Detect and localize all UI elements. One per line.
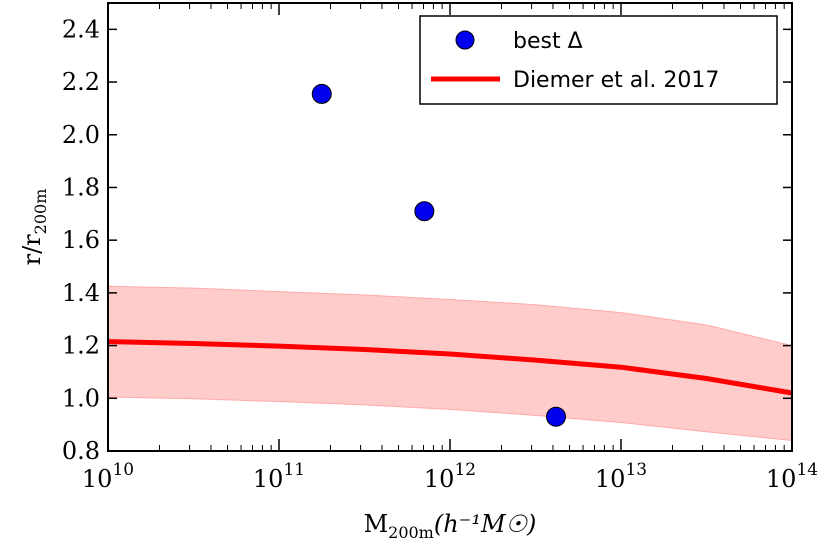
- y-axis-label: r/r200m: [18, 189, 50, 266]
- x-tick-label: 1010: [82, 460, 134, 493]
- x-axis-label-units: (h⁻¹M☉): [434, 510, 537, 538]
- x-tick-label: 1011: [253, 460, 305, 493]
- x-tick-label: 1012: [424, 460, 476, 493]
- legend-box: [419, 15, 778, 105]
- legend-label-diemer: Diemer et al. 2017: [513, 68, 719, 93]
- x-tick-label: 1014: [766, 460, 818, 493]
- x-tick-label: 1013: [595, 460, 647, 493]
- y-tick-label: 1.0: [62, 384, 100, 412]
- legend-label-best-delta: best Δ: [513, 29, 583, 54]
- y-axis-label-sub: 200m: [31, 189, 50, 235]
- point-layer: [311, 83, 567, 427]
- uncertainty-band: [107, 285, 793, 442]
- legend: best Δ Diemer et al. 2017: [419, 15, 778, 105]
- y-axis-label-base: r/r: [18, 234, 46, 266]
- x-axis-label: M200m(h⁻¹M☉): [364, 510, 537, 542]
- series-line-diemer: [107, 339, 793, 396]
- plot-frame: [107, 2, 793, 452]
- line-layer: [107, 339, 793, 396]
- y-tick-label: 0.8: [62, 437, 100, 465]
- data-point-1: [311, 83, 332, 104]
- y-tick-label: 1.8: [62, 173, 100, 201]
- y-tick-label: 2.2: [62, 68, 100, 96]
- data-point-3: [546, 406, 567, 427]
- legend-marker-best-delta: [455, 30, 475, 50]
- y-tick-label: 1.2: [62, 332, 100, 360]
- y-tick-label: 2.0: [62, 121, 100, 149]
- y-tick-label: 1.6: [62, 226, 100, 254]
- band-layer: [107, 285, 793, 442]
- x-axis-label-base: M: [364, 510, 389, 538]
- data-point-2: [414, 201, 435, 222]
- x-axis-label-sub: 200m: [388, 523, 434, 542]
- y-tick-label: 1.4: [62, 279, 100, 307]
- y-tick-label: 2.4: [62, 15, 100, 43]
